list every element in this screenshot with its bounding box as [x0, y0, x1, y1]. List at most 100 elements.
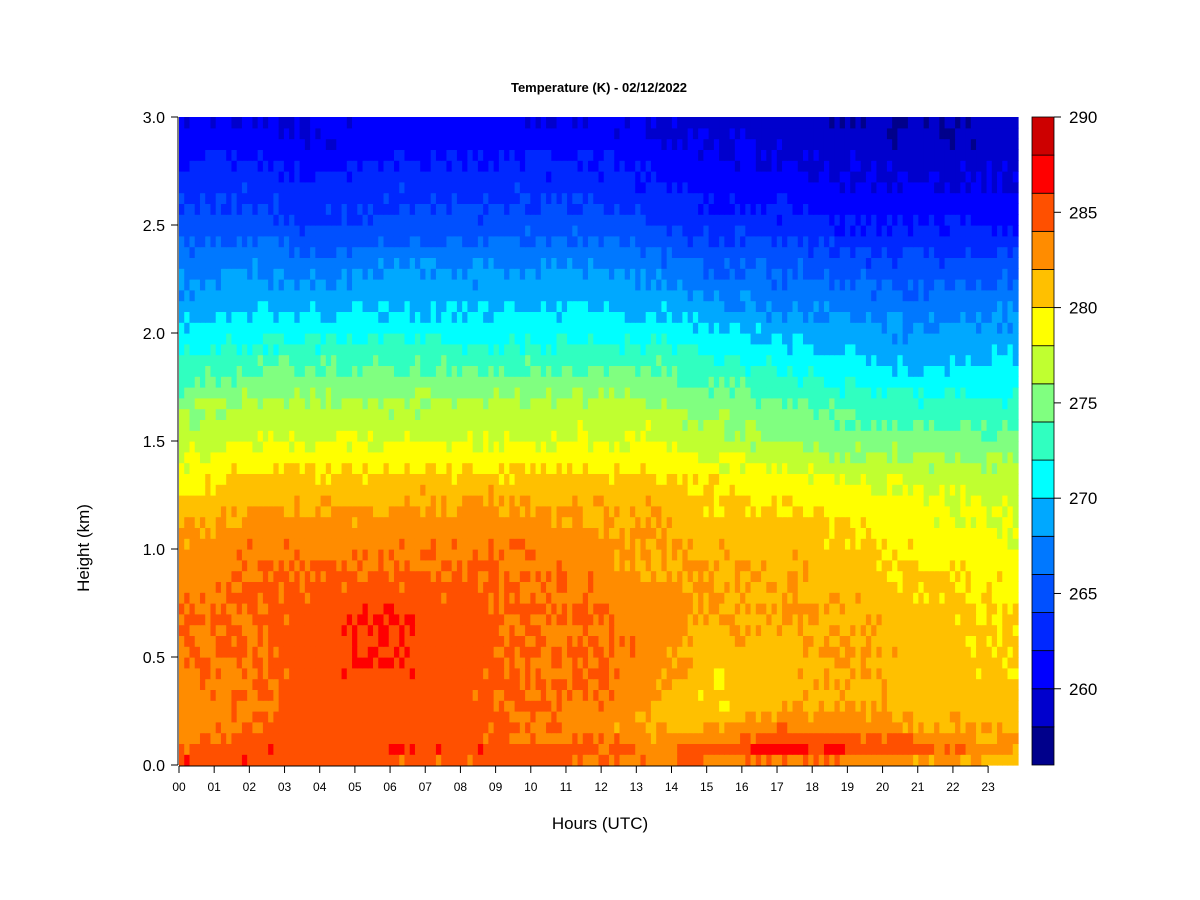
heatmap-cell	[551, 678, 558, 690]
heatmap-cell	[215, 657, 222, 669]
heatmap-cell	[823, 667, 830, 680]
heatmap-cell	[902, 516, 909, 528]
heatmap-cell	[923, 624, 930, 636]
heatmap-cell	[231, 419, 238, 431]
heatmap-cell	[498, 635, 505, 647]
heatmap-cell	[965, 549, 972, 561]
heatmap-cell	[388, 678, 395, 690]
heatmap-cell	[525, 451, 531, 464]
heatmap-cell	[241, 754, 248, 766]
heatmap-cell	[462, 516, 468, 528]
heatmap-cell	[871, 484, 878, 496]
heatmap-cell	[603, 505, 610, 518]
heatmap-cell	[892, 559, 898, 572]
heatmap-cell	[782, 527, 788, 539]
heatmap-cell	[839, 581, 846, 593]
heatmap-cell	[498, 592, 505, 604]
heatmap-cell	[661, 549, 668, 561]
heatmap-cell	[567, 592, 573, 604]
heatmap-cell	[462, 505, 468, 518]
heatmap-cell	[388, 721, 395, 734]
heatmap-cell	[582, 430, 589, 442]
heatmap-cell	[792, 430, 799, 442]
heatmap-cell	[855, 711, 862, 723]
heatmap-cell	[373, 570, 379, 582]
heatmap-cell	[310, 721, 316, 734]
heatmap-cell	[892, 732, 898, 744]
heatmap-cell	[399, 754, 406, 766]
heatmap-cell	[425, 441, 432, 453]
heatmap-cell	[598, 505, 605, 518]
heatmap-cell	[776, 732, 783, 744]
heatmap-cell	[740, 743, 746, 755]
heatmap-cell	[236, 484, 243, 496]
heatmap-cell	[199, 732, 206, 744]
heatmap-cell	[299, 570, 306, 582]
heatmap-cell	[294, 657, 301, 669]
heatmap-cell	[567, 559, 573, 572]
heatmap-cell	[991, 689, 998, 701]
heatmap-cell	[304, 549, 311, 561]
heatmap-cell	[561, 732, 568, 744]
heatmap-cell	[546, 581, 552, 593]
heatmap-cell	[194, 495, 201, 507]
heatmap-cell	[252, 592, 259, 604]
heatmap-cell	[488, 581, 495, 593]
heatmap-cell	[556, 581, 563, 593]
heatmap-cell	[939, 451, 946, 464]
heatmap-cell	[252, 689, 259, 701]
heatmap-cell	[493, 711, 500, 723]
heatmap-cell	[724, 646, 731, 658]
heatmap-cell	[619, 516, 626, 528]
heatmap-cell	[257, 419, 264, 431]
heatmap-cell	[409, 711, 416, 723]
heatmap-cell	[871, 570, 878, 582]
heatmap-cell	[483, 689, 489, 701]
heatmap-cell	[430, 581, 437, 593]
heatmap-cell	[247, 581, 254, 593]
heatmap-cell	[241, 603, 248, 615]
heatmap-cell	[252, 581, 259, 593]
heatmap-cell	[839, 613, 846, 626]
heatmap-cell	[1012, 678, 1019, 690]
heatmap-cell	[320, 592, 327, 604]
heatmap-cell	[750, 430, 757, 442]
heatmap-cell	[803, 635, 809, 647]
heatmap-cell	[310, 581, 316, 593]
heatmap-cell	[467, 592, 474, 604]
heatmap-cell	[530, 527, 537, 539]
heatmap-cell	[325, 473, 332, 485]
heatmap-cell	[944, 495, 951, 507]
heatmap-cell	[325, 538, 332, 550]
heatmap-cell	[414, 700, 421, 712]
heatmap-cell	[199, 646, 206, 658]
heatmap-cell	[881, 678, 888, 690]
heatmap-cell	[944, 516, 951, 528]
heatmap-cell	[902, 700, 909, 712]
heatmap-cell	[913, 689, 919, 701]
heatmap-cell	[509, 603, 516, 615]
heatmap-cell	[834, 516, 841, 528]
heatmap-cell	[808, 430, 815, 442]
heatmap-cell	[939, 743, 946, 755]
heatmap-cell	[278, 732, 285, 744]
heatmap-cell	[682, 603, 689, 615]
heatmap-cell	[179, 646, 185, 658]
heatmap-cell	[268, 754, 274, 766]
heatmap-cell	[855, 484, 862, 496]
heatmap-cell	[483, 743, 489, 755]
heatmap-cell	[357, 419, 364, 431]
heatmap-cell	[976, 646, 982, 658]
heatmap-cell	[247, 559, 254, 572]
heatmap-cell	[986, 581, 993, 593]
heatmap-cell	[388, 711, 395, 723]
heatmap-cell	[357, 732, 364, 744]
heatmap-cell	[215, 646, 222, 658]
heatmap-cell	[378, 484, 385, 496]
heatmap-cell	[614, 678, 621, 690]
heatmap-cell	[383, 657, 390, 669]
heatmap-cell	[640, 570, 647, 582]
heatmap-cell	[834, 646, 841, 658]
heatmap-cell	[241, 570, 248, 582]
heatmap-cell	[907, 581, 914, 593]
